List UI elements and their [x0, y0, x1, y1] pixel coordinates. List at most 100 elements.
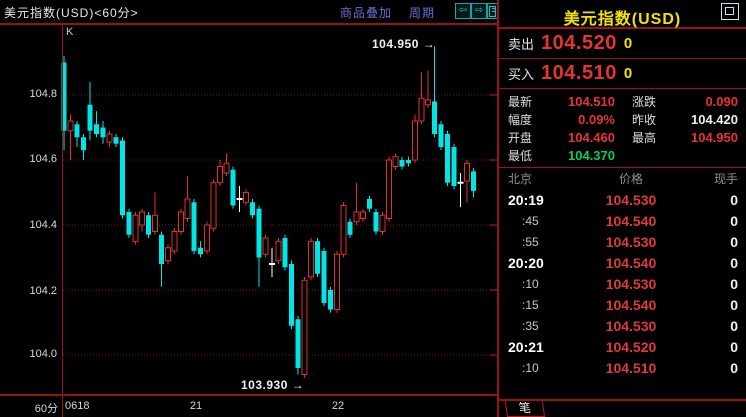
low-price-annotation: 103.930 → — [241, 378, 305, 392]
tick-tab[interactable]: 笔 — [504, 401, 546, 417]
candle — [204, 221, 210, 255]
candle — [425, 70, 431, 108]
sell-price: 104.520 — [541, 32, 617, 54]
buy-volume: 0 — [623, 65, 633, 82]
buy-quote-row[interactable]: 买入 104.510 0 — [499, 59, 746, 89]
panel-divider — [497, 399, 746, 401]
col-header-volume: 现手 — [713, 172, 738, 186]
stat-range-pct: 幅度 0.09% — [508, 111, 615, 127]
sell-label: 卖出 — [508, 37, 535, 52]
table-row[interactable]: :10 104.510 0 — [522, 359, 738, 376]
candle — [171, 228, 178, 255]
candle — [275, 238, 282, 264]
back-arrow-icon: ⇦ — [458, 5, 468, 16]
candle — [250, 199, 255, 219]
y-axis-tick: 104.6 — [29, 153, 57, 165]
candle — [379, 212, 386, 235]
y-axis-tick: 104.4 — [29, 219, 57, 231]
candle — [61, 56, 67, 151]
candle — [347, 218, 353, 238]
y-axis-tick: 104.8 — [29, 88, 57, 100]
candle — [106, 130, 113, 147]
indicator-k-label: K — [66, 26, 74, 38]
stat-prev-close: 昨收 104.420 — [632, 111, 738, 127]
candle — [367, 195, 372, 212]
table-row[interactable]: :55 104.530 0 — [522, 233, 738, 250]
candlestick-chart[interactable] — [0, 24, 497, 417]
candle — [269, 247, 275, 277]
candle — [373, 208, 379, 235]
stat-low: 最低 104.370 — [508, 147, 615, 163]
table-row[interactable]: 20:21 104.520 0 — [508, 338, 738, 355]
candle — [308, 238, 314, 281]
candle — [74, 121, 80, 147]
chart-header-bar: 美元指数(USD)<60分> 商品叠加 周期 ⇦ ⇨ — [0, 0, 498, 25]
quote-stats-grid: 最新 104.510 涨跌 0.090 幅度 0.09% 昨收 104.420 开盘 10… — [499, 89, 746, 168]
y-axis-tick: 104.0 — [29, 348, 57, 360]
candle — [457, 173, 464, 208]
tile-windows-icon — [489, 6, 496, 17]
candle — [301, 277, 308, 378]
table-row[interactable]: :10 104.530 0 — [522, 275, 738, 292]
x-axis-date-label: 21 — [189, 400, 203, 412]
candle — [315, 238, 320, 277]
candle — [81, 134, 86, 160]
back-arrow-button[interactable]: ⇦ — [455, 3, 471, 19]
time-sales-header: 北京 价格 现手 — [499, 168, 746, 189]
candle — [321, 247, 327, 307]
candle — [178, 208, 184, 235]
candle — [295, 316, 301, 375]
table-row[interactable]: 20:20 104.540 0 — [508, 254, 738, 271]
candle — [418, 72, 425, 125]
table-row[interactable]: :15 104.540 0 — [522, 296, 738, 313]
candle — [406, 156, 411, 167]
candle — [282, 234, 288, 271]
candle — [412, 114, 418, 164]
candle — [159, 231, 164, 287]
period-link[interactable]: 周期 — [409, 6, 436, 20]
candle — [100, 121, 106, 144]
stat-high: 最高 104.950 — [632, 129, 738, 145]
forward-arrow-button[interactable]: ⇨ — [471, 3, 487, 19]
sell-volume: 0 — [623, 35, 633, 52]
candle — [340, 202, 347, 258]
candle — [386, 156, 392, 222]
buy-price: 104.510 — [541, 62, 617, 84]
quote-panel: 美元指数(USD) 卖出 104.520 0 买入 104.510 0 最新 10… — [497, 0, 746, 417]
col-header-time: 北京 — [508, 172, 533, 186]
stat-empty — [623, 146, 746, 164]
stat-change: 涨跌 0.090 — [632, 93, 738, 109]
candle — [139, 208, 145, 232]
candle — [165, 244, 171, 264]
candle — [87, 82, 93, 141]
candle — [438, 121, 444, 151]
stat-open: 开盘 104.460 — [508, 129, 615, 145]
col-header-price: 价格 — [618, 172, 643, 186]
candle — [289, 260, 294, 329]
candle — [243, 189, 249, 206]
candle — [120, 137, 125, 219]
sell-quote-row[interactable]: 卖出 104.520 0 — [499, 29, 746, 59]
restore-window-icon — [725, 7, 734, 15]
overlay-product-link[interactable]: 商品叠加 — [340, 6, 393, 20]
candle — [360, 208, 366, 222]
stat-last: 最新 104.510 — [508, 93, 615, 109]
table-row[interactable]: 20:19 104.530 0 — [508, 191, 738, 208]
candle — [353, 182, 360, 225]
candle — [445, 130, 450, 186]
candle — [94, 111, 99, 138]
candle — [217, 160, 223, 186]
candle — [230, 166, 236, 209]
candle — [67, 114, 74, 160]
table-row[interactable]: :45 104.540 0 — [522, 212, 738, 229]
candle — [262, 234, 269, 258]
candle — [126, 208, 132, 238]
table-row[interactable]: :35 104.530 0 — [522, 317, 738, 334]
candle — [210, 179, 217, 232]
candle — [399, 156, 405, 170]
candle — [328, 286, 333, 313]
buy-label: 买入 — [508, 67, 535, 82]
candle — [451, 143, 457, 190]
restore-window-button[interactable] — [721, 3, 739, 20]
